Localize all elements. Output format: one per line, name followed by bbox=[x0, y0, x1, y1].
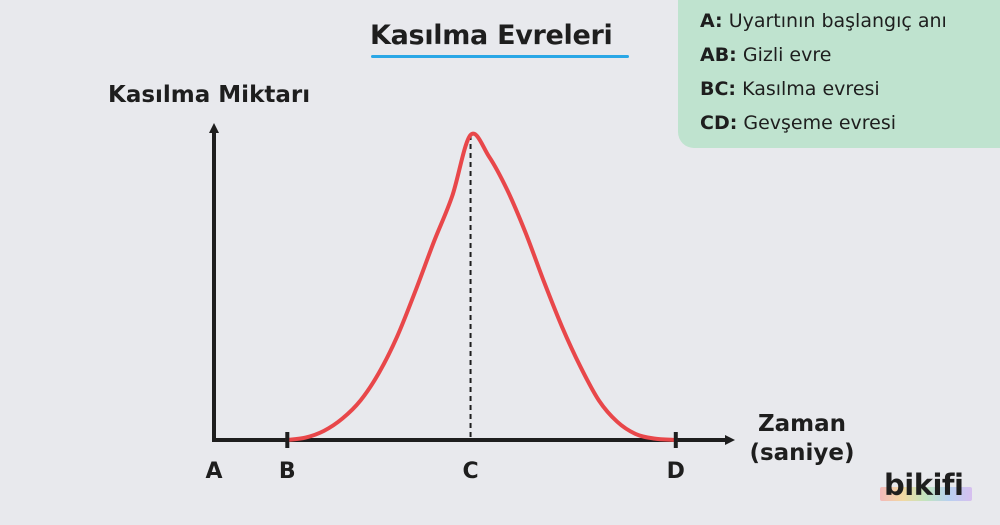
y-axis-label: Kasılma Miktarı bbox=[108, 82, 310, 108]
legend-panel: A: Uyartının başlangıç anı AB: Gizli evr… bbox=[678, 0, 1000, 148]
legend-item-ab: AB: Gizli evre bbox=[700, 44, 831, 66]
legend-item-a: A: Uyartının başlangıç anı bbox=[700, 10, 947, 32]
x-marker-label-b: B bbox=[279, 459, 296, 484]
legend-item-cd: CD: Gevşeme evresi bbox=[700, 112, 896, 134]
chart-title: Kasılma Evreleri bbox=[370, 20, 613, 51]
legend-item-bc: BC: Kasılma evresi bbox=[700, 78, 880, 100]
bikifi-logo: bikifi bbox=[884, 468, 964, 502]
legend-text: Uyartının başlangıç anı bbox=[728, 10, 947, 32]
legend-text: Gizli evre bbox=[742, 44, 832, 66]
x-marker-label-a: A bbox=[205, 459, 222, 484]
legend-key: BC: bbox=[700, 78, 737, 100]
contraction-curve bbox=[285, 131, 678, 442]
x-axis-label-line2: (saniye) bbox=[749, 440, 854, 466]
legend-text: Gevşeme evresi bbox=[743, 112, 897, 134]
legend-text: Kasılma evresi bbox=[742, 78, 880, 100]
x-marker-label-d: D bbox=[667, 459, 685, 484]
x-axis-label-line1: Zaman bbox=[758, 411, 846, 437]
legend-key: AB: bbox=[700, 44, 737, 66]
x-marker-label-c: C bbox=[462, 459, 478, 484]
logo-highlight bbox=[880, 487, 972, 501]
legend-key: A: bbox=[700, 10, 723, 32]
legend-key: CD: bbox=[700, 112, 738, 134]
title-underline bbox=[371, 55, 629, 58]
